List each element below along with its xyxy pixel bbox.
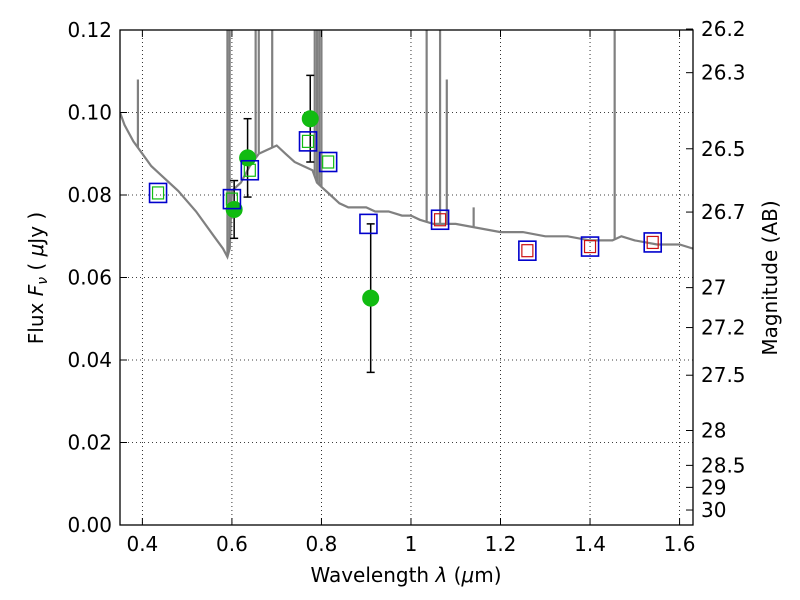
model-flux-square [430,209,450,231]
observed-flux-point [362,289,380,307]
band-flux-square [322,155,335,169]
y-tick-label: 0.08 [67,183,112,207]
band-flux-square [646,235,659,250]
band-flux-square [583,239,597,254]
model-flux-square [580,236,600,257]
band-flux-square [243,163,256,177]
mag-tick-label: 26.2 [701,17,746,41]
mag-tick-label: 27.5 [701,363,746,387]
y-tick-label: 0.00 [67,513,112,537]
band-flux-square [521,244,534,258]
plot-area [120,30,693,374]
model-flux-square [222,188,242,210]
x-tick-label: 0.6 [216,532,248,556]
y-axis-right-title: Magnitude (AB) [758,200,782,355]
mag-tick-label: 26.3 [701,61,746,85]
sed-template-line [120,112,693,260]
mag-tick-label: 28.5 [701,453,746,477]
grid [120,29,693,526]
band-flux-square [225,192,239,206]
observed-flux-point [239,149,257,167]
mag-tick-label: 28 [701,418,726,442]
x-tick-label: 0.4 [126,532,158,556]
model-flux-square [240,159,260,181]
y-tick-label: 0.04 [67,348,112,372]
y-tick-label: 0.02 [67,431,112,455]
model-flux-square [148,182,168,204]
model-flux-square [518,240,537,261]
x-tick-label: 1.2 [485,532,517,556]
mag-tick-label: 30 [701,498,726,522]
model-flux-square [359,213,378,235]
mag-tick-label: 27 [701,276,726,300]
y-axis-title: Flux Fν ( μJy ) [24,212,51,344]
observed-flux-point [301,110,319,128]
x-tick-label: 1.6 [664,532,696,556]
x-tick-label: 1.4 [574,532,606,556]
model-flux-square [643,232,663,253]
mag-tick-label: 27.2 [701,316,746,340]
x-tick-label: 1 [405,532,418,556]
mag-tick-label: 29 [701,475,726,499]
mag-tick-label: 26.7 [701,200,746,224]
model-flux-square [318,151,338,173]
model-flux-square [298,131,318,152]
band-flux-square [433,213,447,227]
x-tick-label: 0.8 [306,532,338,556]
y-tick-label: 0.10 [67,101,112,125]
band-flux-square [301,134,315,148]
mag-tick-label: 26.5 [701,137,746,161]
y-tick-label: 0.12 [67,18,112,42]
band-flux-square [151,186,165,200]
axes: 0.4 0.6 0.8 1 1.2 1.4 1.6 0.00 0.02 0.04 0.06 0.08 0… [67,17,745,556]
y-tick-label: 0.06 [67,266,112,290]
x-axis-title: Wavelength λ (μm) [310,563,501,587]
